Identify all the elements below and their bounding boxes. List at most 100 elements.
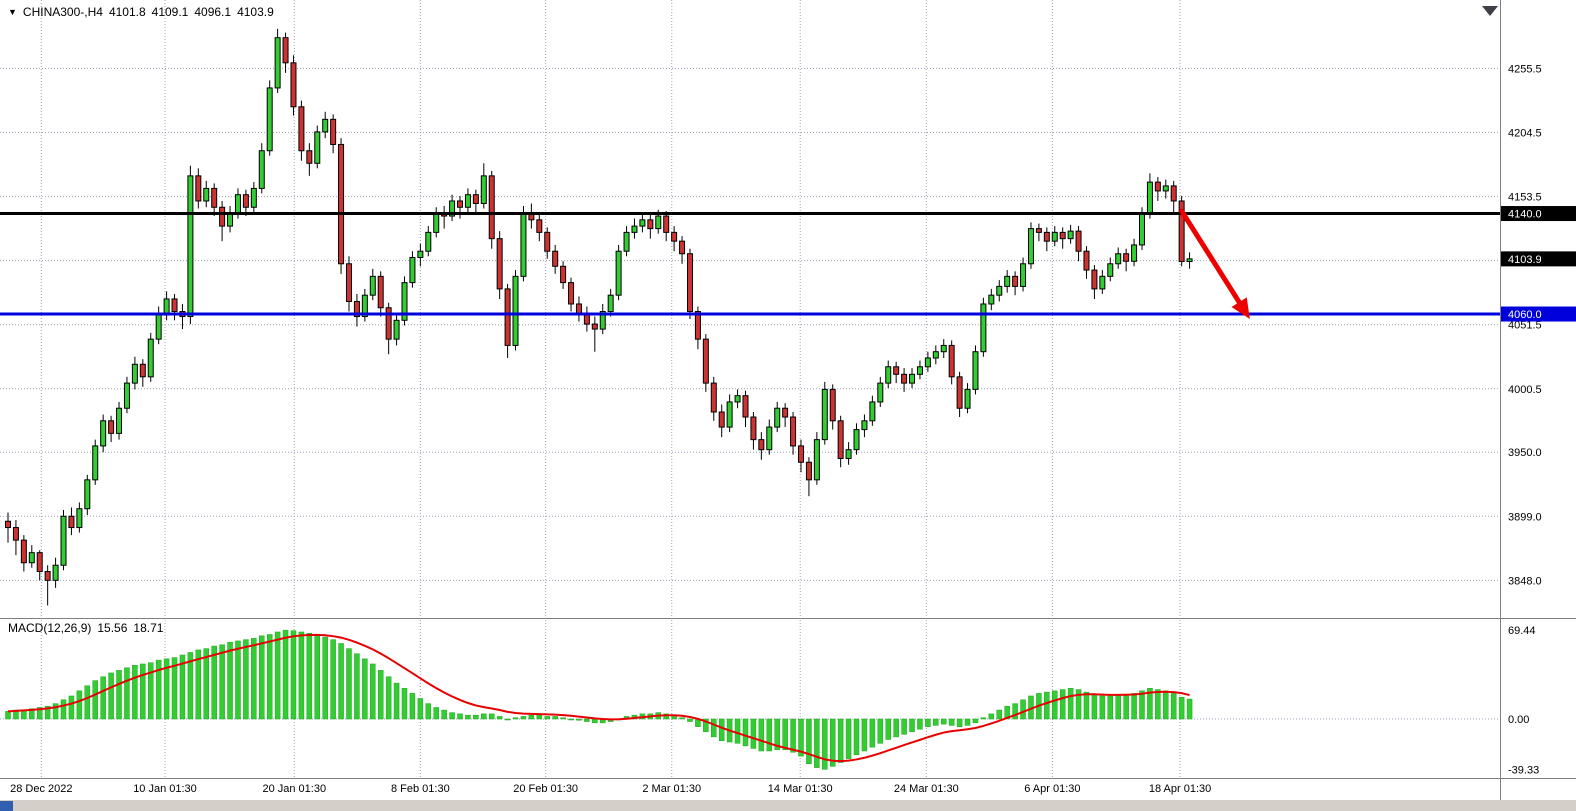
candle: [5, 512, 11, 543]
macd-bar: [885, 718, 891, 740]
candle: [361, 288, 368, 322]
macd-bar: [1067, 688, 1074, 720]
macd-bar: [385, 676, 392, 720]
candle: [1020, 257, 1027, 292]
macd-bar: [211, 645, 217, 720]
candle: [1123, 248, 1130, 272]
macd-bar: [1131, 693, 1137, 720]
candle: [1012, 271, 1019, 296]
macd-bar: [1044, 691, 1050, 720]
macd-bar: [536, 714, 543, 720]
time-axis-label: 18 Apr 01:30: [1149, 783, 1211, 795]
candle: [702, 334, 709, 392]
macd-bar: [1004, 705, 1010, 720]
candle: [671, 226, 678, 252]
ohlc-low: 4096.1: [194, 5, 232, 19]
macd-bar: [964, 718, 971, 726]
candle: [798, 439, 804, 473]
price-axis-label: 3950.0: [1508, 447, 1542, 459]
macd-bar: [861, 718, 868, 752]
candle: [1004, 270, 1011, 293]
macd-bar: [798, 718, 804, 757]
macd-bar: [330, 639, 336, 720]
candle: [583, 306, 590, 332]
macd-bar: [116, 670, 122, 720]
price-axis-label: 3899.0: [1508, 511, 1542, 523]
candle: [901, 368, 908, 392]
candle: [1154, 177, 1161, 201]
macd-bar: [1139, 690, 1145, 720]
macd-bar: [266, 634, 273, 720]
candle: [813, 432, 820, 485]
candle: [996, 280, 1003, 302]
macd-bar: [576, 718, 582, 721]
candle: [441, 206, 448, 229]
macd-bar: [155, 659, 162, 720]
candle: [504, 283, 511, 358]
candle: [417, 243, 424, 267]
macd-bar: [92, 680, 98, 720]
macd-bar: [734, 718, 741, 744]
macd-bar: [338, 643, 344, 720]
macd-bar: [956, 718, 963, 727]
time-axis-label: 10 Jan 01:30: [133, 783, 197, 795]
macd-bar: [298, 631, 305, 720]
candle: [1146, 173, 1153, 219]
macd-bar: [869, 718, 876, 748]
h-scrollbar-track[interactable]: [0, 800, 1576, 811]
macd-bar: [544, 716, 550, 720]
macd-bar: [243, 639, 249, 720]
candle: [28, 545, 35, 568]
candle: [250, 182, 257, 213]
candle: [924, 351, 931, 372]
candle: [932, 345, 939, 365]
candle: [401, 276, 408, 326]
macd-bar: [1178, 696, 1185, 720]
candle: [433, 207, 440, 238]
macd-bar: [1155, 689, 1161, 720]
candle: [512, 270, 519, 351]
macd-bar: [393, 682, 400, 720]
macd-bar: [528, 714, 535, 720]
candle: [710, 376, 717, 421]
level-price-badge: 4140.0: [1501, 206, 1576, 222]
macd-axis-label: 0.00: [1508, 714, 1529, 726]
macd-bar: [909, 718, 915, 733]
candle: [528, 203, 535, 229]
macd-bar: [758, 718, 765, 752]
macd-bar: [996, 709, 1002, 720]
ohlc-close: 4103.9: [237, 5, 274, 19]
candle: [385, 302, 392, 355]
candle: [956, 371, 963, 418]
macd-bar: [1099, 695, 1106, 720]
macd-bar: [195, 649, 202, 720]
hlines-layer[interactable]: [0, 212, 1500, 316]
candle: [139, 359, 146, 387]
candle: [314, 125, 321, 169]
candle: [1178, 195, 1185, 267]
h-scrollbar-thumb[interactable]: [0, 801, 13, 811]
macd-bar: [100, 676, 106, 720]
candle: [179, 303, 186, 330]
macd-bar: [845, 718, 852, 759]
scroll-to-end-icon[interactable]: [1482, 6, 1498, 16]
time-axis-label: 6 Apr 01:30: [1024, 783, 1080, 795]
candle: [591, 316, 598, 352]
macd-bar: [171, 657, 178, 720]
candle: [1115, 247, 1122, 269]
macd-bar: [481, 713, 487, 720]
candle: [219, 200, 226, 242]
candle: [20, 535, 27, 572]
macd-bar: [1186, 698, 1193, 720]
candle: [496, 231, 503, 299]
macd-bar: [132, 664, 138, 720]
symbol-dropdown-icon[interactable]: ▼: [8, 7, 17, 17]
candle: [560, 261, 567, 289]
candle: [155, 306, 162, 345]
macd-bar: [829, 718, 836, 767]
trend-arrow[interactable]: [1179, 208, 1250, 320]
candle: [44, 565, 51, 606]
macd-bar: [877, 718, 884, 744]
candle: [116, 401, 123, 440]
